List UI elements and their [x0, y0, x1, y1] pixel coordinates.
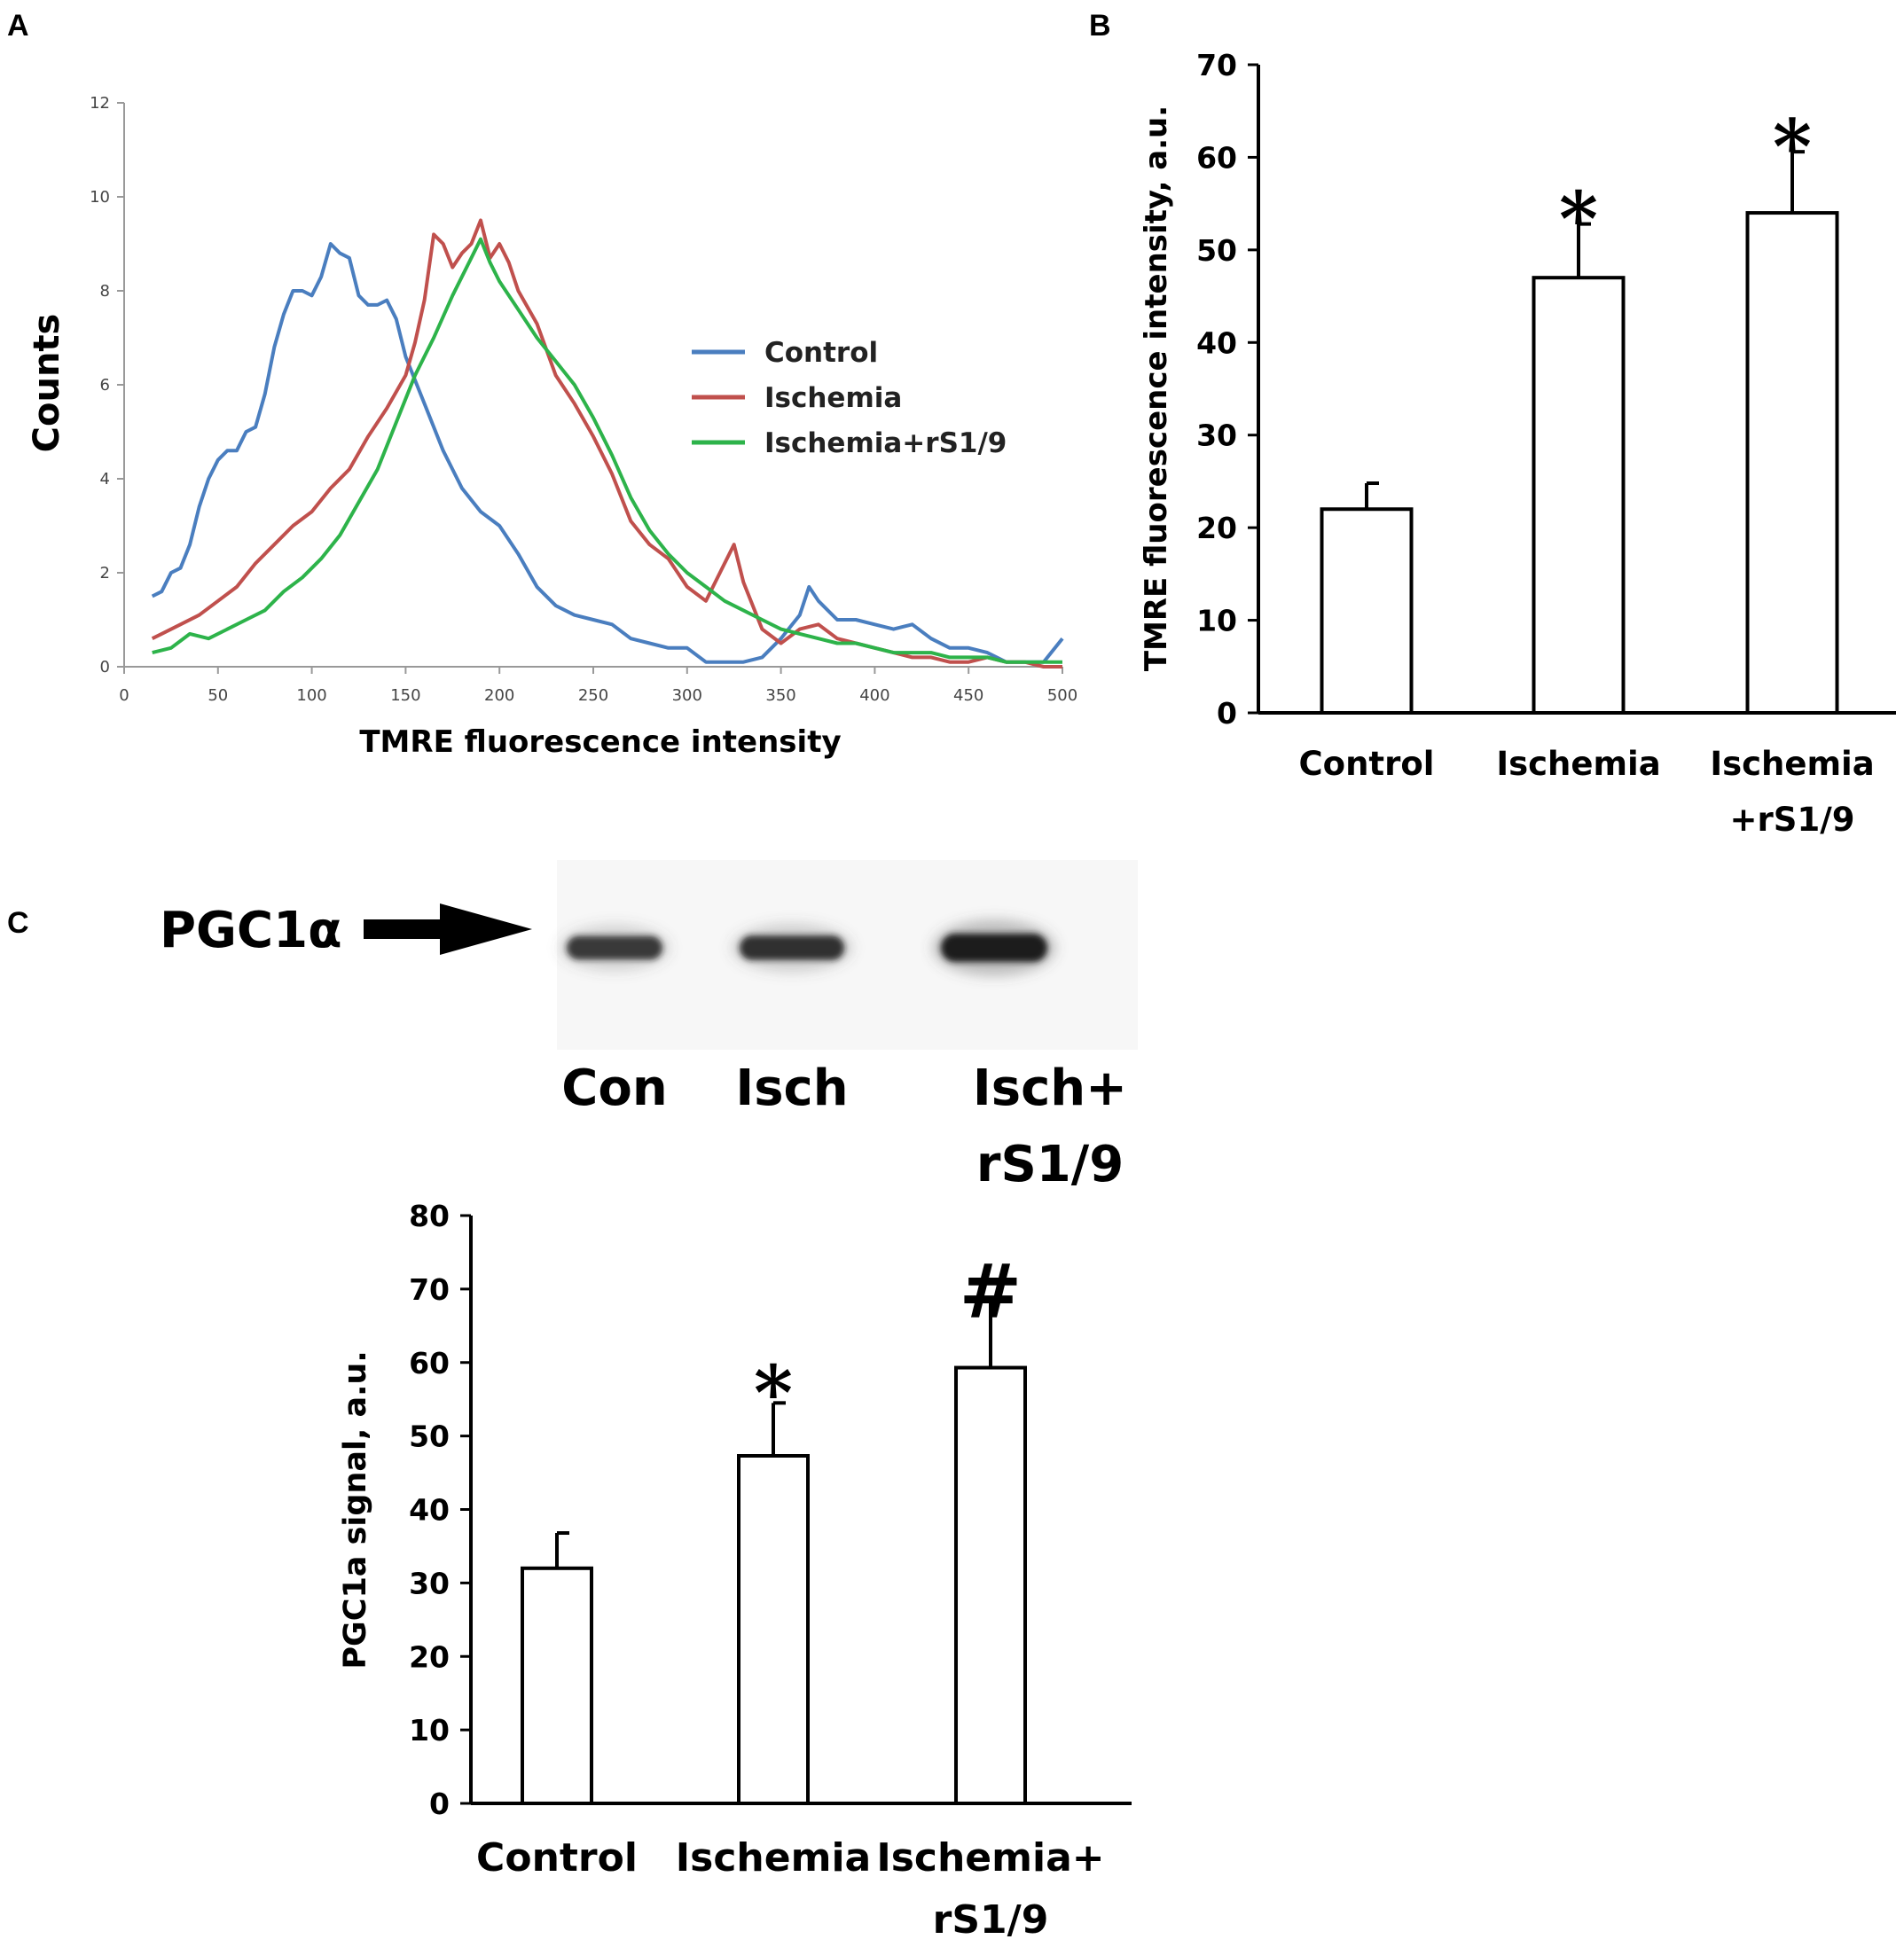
chart-b-ytick-label: 70 [1196, 48, 1237, 82]
chart-a-xtick-label: 0 [119, 686, 129, 705]
blot-band [567, 935, 662, 960]
chart-c-significance-marker: # [960, 1247, 1022, 1335]
chart-a-ytick-label: 4 [100, 470, 110, 489]
chart-a-axes: 0 2 4 6 8 10 12 0 50 100 150 200 250 300 350 400 450 500 [90, 94, 1077, 705]
chart-b-ytick-label: 30 [1196, 418, 1237, 453]
chart-b-bar [1320, 507, 1414, 715]
chart-a-xtick-label: 400 [859, 686, 889, 705]
chart-b-category-label: Control [1299, 745, 1435, 783]
chart-a-series [151, 218, 1064, 669]
chart-a-xtick-label: 200 [484, 686, 514, 705]
chart-c-bar [737, 1454, 810, 1805]
chart-c-ytick-label: 10 [409, 1713, 450, 1748]
chart-a-xtick-label: 50 [208, 686, 228, 705]
chart-b-ytick-label: 10 [1196, 604, 1237, 638]
chart-a-series-line-2 [152, 237, 1062, 664]
chart-c-bars: 0 10 20 30 40 50 60 70 80 Control * Ischemia # Ischem… [338, 1199, 1132, 1943]
chart-c-category-label: Ischemia [676, 1835, 871, 1881]
blot-band [941, 934, 1047, 962]
chart-b-significance-marker: * [1559, 176, 1598, 263]
chart-c-ytick-label: 50 [409, 1419, 450, 1454]
chart-a-ytick-label: 10 [90, 188, 110, 207]
chart-c-ytick-label: 70 [409, 1272, 450, 1307]
chart-b-category-label: Ischemia [1710, 745, 1874, 783]
chart-a-legend-label: Control [764, 337, 878, 369]
chart-c-ytick-label: 80 [409, 1199, 450, 1233]
chart-c-ylabel: PGC1a signal, a.u. [338, 1350, 373, 1669]
chart-c-ytick-label: 40 [409, 1493, 450, 1528]
chart-c-ytick-label: 30 [409, 1566, 450, 1600]
panel-letter-c: C [7, 906, 29, 940]
chart-b-category-label: Ischemia [1496, 745, 1660, 783]
chart-a-xtick-label: 150 [390, 686, 420, 705]
blot-lane-label: rS1/9 [976, 1136, 1124, 1193]
blot-lane-label: Isch+ [973, 1060, 1127, 1117]
chart-b-bar [1745, 211, 1839, 716]
chart-a-xtick-label: 250 [578, 686, 608, 705]
chart-a-ytick-label: 8 [100, 282, 110, 301]
blot-band [740, 935, 844, 960]
chart-c-significance-marker: * [754, 1349, 793, 1436]
chart-c-ytick-label: 20 [409, 1639, 450, 1674]
chart-b-bar [1532, 276, 1626, 715]
chart-c-category-label: Ischemia+ [876, 1835, 1104, 1881]
panel-letter-b: B [1089, 9, 1111, 43]
chart-b-ytick-label: 50 [1196, 233, 1237, 268]
blot-lane-labels: Con Isch Isch+ rS1/9 [561, 1060, 1127, 1193]
blot-arrow [364, 903, 532, 955]
chart-b-ytick-label: 60 [1196, 140, 1237, 175]
western-blot: PGC1α Con Isch Isch+ rS1/9 [160, 860, 1138, 1193]
chart-b-ytick-label: 0 [1217, 696, 1237, 731]
chart-a-ytick-label: 0 [100, 658, 110, 676]
chart-c-ytick-label: 0 [429, 1787, 450, 1821]
chart-c-bar [954, 1365, 1027, 1806]
chart-a-xtick-label: 500 [1047, 686, 1077, 705]
blot-lane-label: Con [561, 1060, 667, 1117]
chart-a-legend-label: Ischemia+rS1/9 [764, 427, 1007, 459]
chart-a-legend-label: Ischemia [764, 382, 902, 414]
chart-a-ytick-label: 12 [90, 94, 110, 113]
chart-c-bar [521, 1566, 593, 1806]
blot-arrow-shaft [364, 919, 449, 939]
chart-a-xtick-label: 100 [296, 686, 326, 705]
chart-a-legend: Control Ischemia Ischemia+rS1/9 [692, 337, 1007, 459]
chart-b-ylabel: TMRE fluorescence intensity, a.u. [1139, 106, 1174, 671]
blot-arrow-head [440, 903, 532, 955]
chart-a-ytick-label: 2 [100, 564, 110, 583]
chart-a-ytick-label: 6 [100, 376, 110, 395]
blot-lane-label: Isch [735, 1060, 848, 1117]
chart-b-significance-marker: * [1773, 103, 1812, 191]
blot-protein-label: PGC1α [160, 902, 342, 959]
chart-c-category-label: rS1/9 [933, 1897, 1049, 1943]
blot-bands [559, 919, 1056, 976]
chart-c-ytick-label: 60 [409, 1346, 450, 1380]
panel-letter-a: A [7, 9, 29, 43]
chart-a-xtick-label: 350 [765, 686, 795, 705]
chart-a-xtick-label: 300 [672, 686, 702, 705]
chart-a-xtick-label: 450 [953, 686, 983, 705]
chart-b-ytick-label: 20 [1196, 511, 1237, 545]
chart-b-category-label: +rS1/9 [1730, 801, 1855, 839]
chart-b-ytick-label: 40 [1196, 325, 1237, 360]
chart-b-bars: 0 10 20 30 40 50 60 70 Control * Ischemia * Ischemia… [1139, 48, 1896, 839]
chart-a-ylabel: Counts [27, 314, 67, 453]
chart-c-category-label: Control [476, 1835, 638, 1881]
chart-a-xlabel: TMRE fluorescence intensity [359, 724, 841, 760]
chart-a-series-line-0 [151, 242, 1064, 664]
